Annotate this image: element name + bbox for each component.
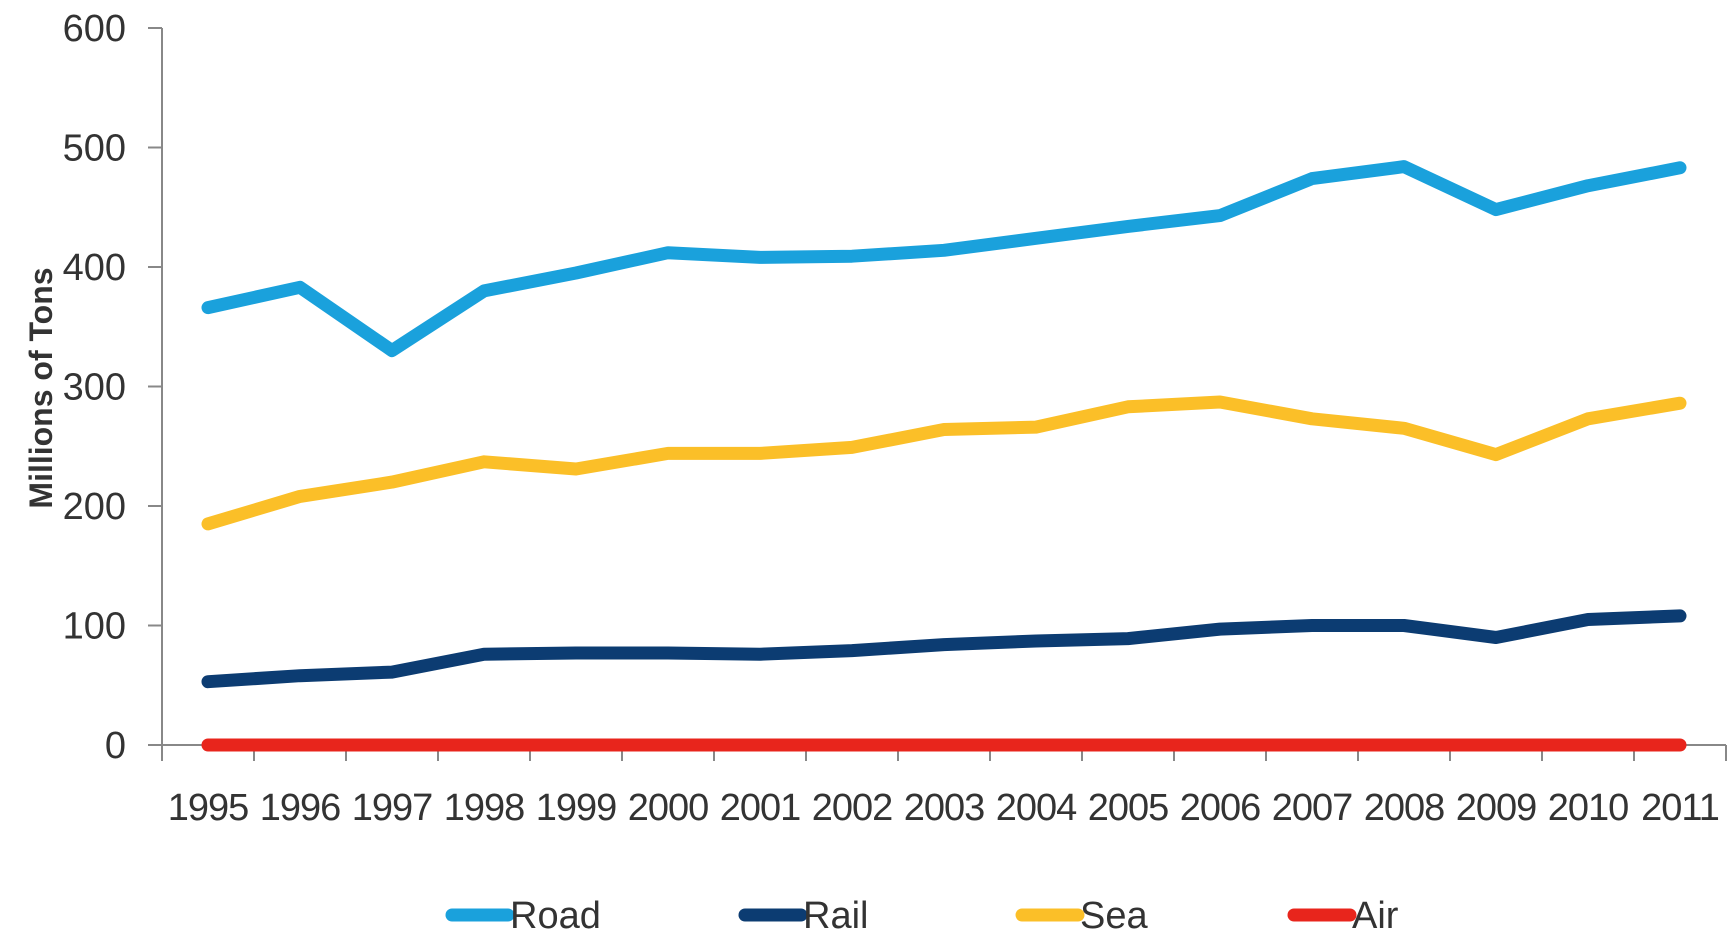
x-tick-label: 2007 <box>1272 787 1353 829</box>
y-tick-label: 0 <box>105 725 126 767</box>
x-tick-label: 2006 <box>1180 787 1261 829</box>
y-tick-label: 400 <box>63 247 126 289</box>
x-tick-label: 2009 <box>1456 787 1537 829</box>
legend: Road Rail Sea Air <box>445 895 1399 933</box>
y-tick-label: 600 <box>63 8 126 50</box>
legend-label-air: Air <box>1352 895 1399 933</box>
x-tick-label: 1995 <box>168 787 249 829</box>
x-tick-label: 2003 <box>904 787 985 829</box>
x-tick-label: 2011 <box>1641 787 1719 829</box>
legend-label-road: Road <box>510 895 601 933</box>
y-tick-label: 500 <box>63 128 126 170</box>
x-tick-label: 2010 <box>1548 787 1629 829</box>
y-tick-label: 200 <box>63 486 126 528</box>
x-tick-label: 2004 <box>996 787 1077 829</box>
x-tick-label: 1999 <box>536 787 617 829</box>
x-tick-label: 1997 <box>352 787 433 829</box>
x-tick-label: 2000 <box>628 787 709 829</box>
x-tick-label: 2001 <box>720 787 801 829</box>
series-lines <box>201 160 1687 752</box>
legend-label-sea: Sea <box>1080 895 1148 933</box>
x-tick-label: 2002 <box>812 787 893 829</box>
x-tick-label: 2005 <box>1088 787 1169 829</box>
x-tick-label: 2008 <box>1364 787 1445 829</box>
axes: 0 100 200 300 400 500 600 1995 1996 1997 1998 1999 2… <box>23 8 1727 829</box>
series-line-rail <box>201 609 1687 689</box>
y-tick-label: 100 <box>63 606 126 648</box>
x-tick-label: 1998 <box>444 787 525 829</box>
legend-label-rail: Rail <box>803 895 868 933</box>
x-tick-label: 1996 <box>260 787 341 829</box>
series-line-sea <box>201 395 1687 531</box>
y-tick-label: 300 <box>63 367 126 409</box>
y-axis-label: Millions of Tons <box>23 267 59 508</box>
series-line-road <box>201 160 1687 358</box>
